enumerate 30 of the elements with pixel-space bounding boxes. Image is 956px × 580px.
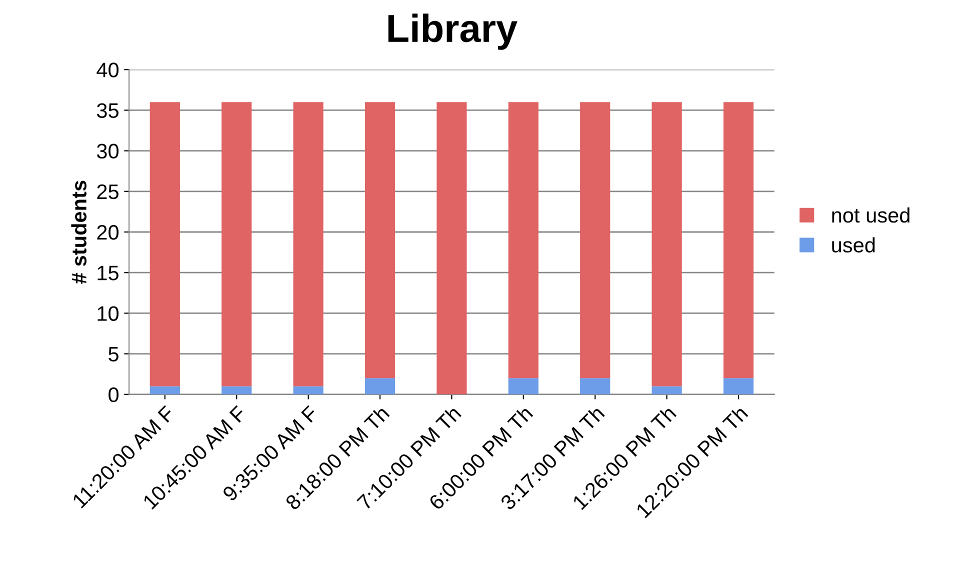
legend-label: used — [832, 237, 875, 253]
bar — [723, 378, 754, 394]
bar — [508, 102, 538, 378]
bar — [723, 102, 754, 378]
y-tick-label: 40 — [96, 62, 119, 78]
bar — [293, 102, 324, 386]
bar — [222, 102, 252, 386]
y-tick-label: 30 — [96, 144, 119, 159]
y-tick-label: 5 — [108, 347, 118, 362]
y-tick-label: 10 — [98, 306, 119, 321]
y-tick-label: 20 — [97, 225, 119, 240]
bar — [508, 378, 538, 394]
bar — [150, 102, 180, 386]
y-tick-label: 15 — [98, 266, 118, 280]
bar — [364, 378, 396, 394]
bar — [580, 378, 610, 394]
bar — [652, 386, 682, 394]
bar — [293, 386, 324, 394]
bar — [580, 102, 610, 378]
legend-label: not used — [832, 207, 910, 223]
y-tick-label: 35 — [96, 103, 118, 118]
chart-title: Library — [388, 14, 518, 50]
bar — [652, 102, 682, 386]
y-tick-label: 25 — [97, 184, 118, 200]
bar — [150, 386, 180, 394]
bar — [436, 102, 467, 394]
bar — [364, 102, 396, 378]
y-axis-title: # students — [71, 180, 86, 284]
bar — [222, 386, 252, 394]
y-tick-label: 0 — [108, 387, 119, 402]
